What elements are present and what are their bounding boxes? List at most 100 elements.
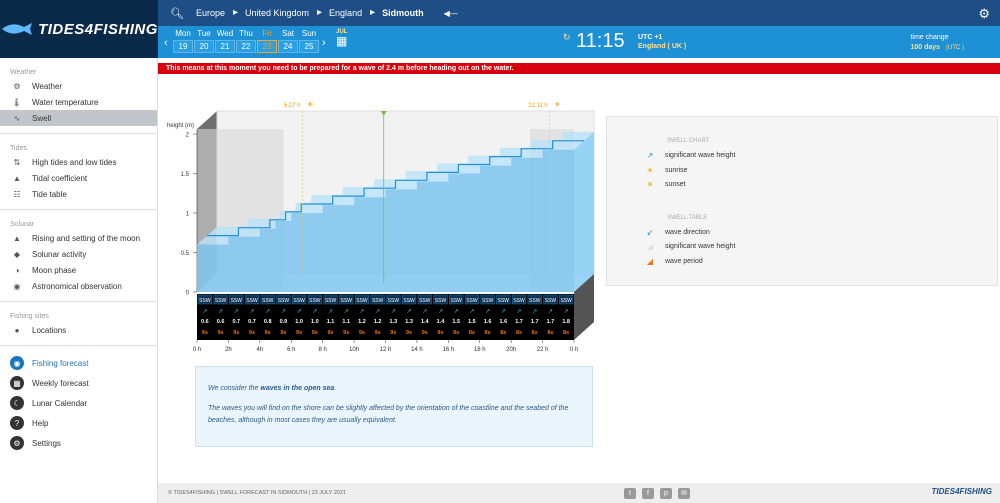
- day-fri-selected[interactable]: Fri 23: [257, 29, 277, 53]
- footer-logo: TIDES4FISHING: [931, 487, 992, 496]
- legend-label: sunrise: [665, 167, 688, 174]
- facebook-icon[interactable]: f: [642, 488, 654, 499]
- y-tick-label: 0: [186, 291, 190, 297]
- brand-name: TIDES4FISHING: [38, 20, 158, 38]
- x-tick-label: 0 h: [570, 347, 578, 353]
- sunset-icon: ☀: [646, 180, 654, 189]
- legend-sunrise: ☀ sunrise: [643, 166, 688, 175]
- direction-cell: [527, 294, 542, 305]
- wave-height-label: 1.2: [358, 319, 366, 325]
- sidebar-item-weather[interactable]: ⚙ Weather: [0, 78, 157, 94]
- wave-height-label: 0.6: [201, 319, 209, 325]
- wave-direction: SSW: [388, 298, 400, 304]
- sidebar-item-astronomical[interactable]: ◉ Astronomical observation: [0, 278, 157, 294]
- note-paragraph-2: The waves you will find on the shore can…: [208, 403, 580, 427]
- day-number: 23: [257, 40, 277, 53]
- sidebar-item-moon-phase[interactable]: ◑ Moon phase: [0, 262, 157, 278]
- map-pin-icon: ●: [14, 325, 20, 335]
- wave-direction: SSW: [513, 298, 525, 304]
- breadcrumb-england[interactable]: England: [329, 7, 375, 18]
- utc-offset: UTC +1: [638, 34, 663, 41]
- wave-period-label: 9s: [422, 330, 428, 336]
- wave-height-label: 1.5: [468, 319, 476, 325]
- day-mon[interactable]: Mon 19: [173, 29, 193, 53]
- legend-label: wave period: [665, 258, 703, 265]
- sidebar-item-label: Help: [32, 418, 49, 428]
- pinterest-icon[interactable]: p: [660, 488, 672, 499]
- fishing-forecast-icon: ◉: [10, 356, 24, 370]
- direction-arrow-icon: ↗: [548, 309, 553, 315]
- wave-period-label: 8s: [500, 330, 506, 336]
- search-icon[interactable]: 🔍︎: [170, 7, 184, 20]
- direction-arrow-icon: ↗: [234, 309, 239, 315]
- note-text: The waves you will find on the shore can…: [208, 405, 569, 424]
- x-tick-label: 12 h: [380, 347, 392, 353]
- day-thu[interactable]: Thu 22: [236, 29, 256, 53]
- direction-arrow-icon: ↗: [359, 309, 364, 315]
- legend-wave-height: ↗ significant wave height: [643, 151, 736, 160]
- brand-logo[interactable]: TIDES4FISHING: [0, 0, 158, 58]
- breadcrumb-sidmouth[interactable]: Sidmouth: [382, 8, 424, 18]
- wave-direction: SSW: [529, 298, 541, 304]
- direction-cell: [292, 294, 307, 305]
- prev-days-chevron-icon[interactable]: ‹: [164, 37, 168, 49]
- wave-period-label: 9s: [202, 330, 208, 336]
- sidebar-item-water-temperature[interactable]: 🌡︎ Water temperature: [0, 94, 157, 110]
- day-wed[interactable]: Wed 21: [215, 29, 235, 53]
- wave-period-label: 9s: [233, 330, 239, 336]
- sidebar-item-solunar-activity[interactable]: ◆ Solunar activity: [0, 246, 157, 262]
- day-name: Wed: [216, 29, 234, 38]
- time-change-unit: (UTC ): [946, 45, 964, 51]
- wave-direction: SSW: [293, 298, 305, 304]
- sidebar-item-tide-table[interactable]: ☷ Tide table: [0, 186, 157, 202]
- day-tue[interactable]: Tue 20: [194, 29, 214, 53]
- swell-area-side: [574, 131, 594, 292]
- wave-period-label: 9s: [453, 330, 459, 336]
- breadcrumb-united-kingdom[interactable]: United Kingdom: [245, 7, 322, 18]
- wave-height-label: 1.1: [327, 319, 335, 325]
- day-sat[interactable]: Sat 24: [278, 29, 298, 53]
- wave-height-label: 0.6: [217, 319, 225, 325]
- sidebar-item-moonrise[interactable]: ▲ Rising and setting of the moon: [0, 230, 157, 246]
- email-icon[interactable]: ✉: [678, 488, 690, 499]
- sidebar-item-label: Water temperature: [32, 97, 99, 107]
- legend-label: sunset: [665, 181, 686, 188]
- legend-table-wave-height: ◢ significant wave height: [643, 242, 736, 251]
- direction-arrow-icon: ↗: [407, 309, 412, 315]
- breadcrumb-europe[interactable]: Europe: [196, 7, 238, 18]
- sidebar-item-label: Weather: [32, 81, 63, 91]
- wave-period-label: 9s: [296, 330, 302, 336]
- direction-cell: [480, 294, 495, 305]
- sidebar-item-weekly-forecast[interactable]: ▦ Weekly forecast: [0, 373, 157, 393]
- settings-gear-icon[interactable]: ⚙: [978, 6, 990, 21]
- next-days-chevron-icon[interactable]: ›: [322, 37, 326, 49]
- direction-arrow-icon: ↗: [281, 309, 286, 315]
- sidebar-item-settings[interactable]: ⚙ Settings: [0, 433, 157, 453]
- calendar-button[interactable]: JUL ▦: [336, 29, 347, 47]
- direction-cell: [433, 294, 448, 305]
- swell-table: [197, 294, 574, 340]
- settings-icon: ⚙: [10, 436, 24, 450]
- wave-height-label: 0.7: [248, 319, 256, 325]
- current-time: 11:15: [576, 30, 625, 52]
- wave-direction: SSW: [278, 298, 290, 304]
- sidebar-item-label: Settings: [32, 438, 61, 448]
- swell-chart: 0 0.5 1 1.5 2 height (m) 5:27 h ☀ 21:11 h ☀ SSW ↗ 0.…: [163, 100, 603, 360]
- sidebar-item-help[interactable]: ? Help: [0, 413, 157, 433]
- white-triangle-icon: ◢: [646, 242, 654, 251]
- sidebar-item-high-low-tides[interactable]: ⇅ High tides and low tides: [0, 154, 157, 170]
- sidebar-item-locations[interactable]: ● Locations: [0, 322, 157, 338]
- day-sun[interactable]: Sun 25: [299, 29, 319, 53]
- direction-cell: [323, 294, 338, 305]
- direction-arrow-icon: ↗: [218, 309, 223, 315]
- direction-cell: [197, 294, 212, 305]
- sidebar-item-lunar-calendar[interactable]: ☾ Lunar Calendar: [0, 393, 157, 413]
- refresh-icon[interactable]: ↻: [563, 32, 571, 42]
- sidebar-item-swell[interactable]: ∿ Swell: [0, 110, 157, 126]
- wave-direction: SSW: [372, 298, 384, 304]
- direction-cell: [244, 294, 260, 305]
- sidebar-item-fishing-forecast[interactable]: ◉ Fishing forecast: [0, 353, 157, 373]
- sidebar-item-tidal-coefficient[interactable]: ▲ Tidal coefficient: [0, 170, 157, 186]
- wave-direction: SSW: [466, 298, 478, 304]
- twitter-icon[interactable]: t: [624, 488, 636, 499]
